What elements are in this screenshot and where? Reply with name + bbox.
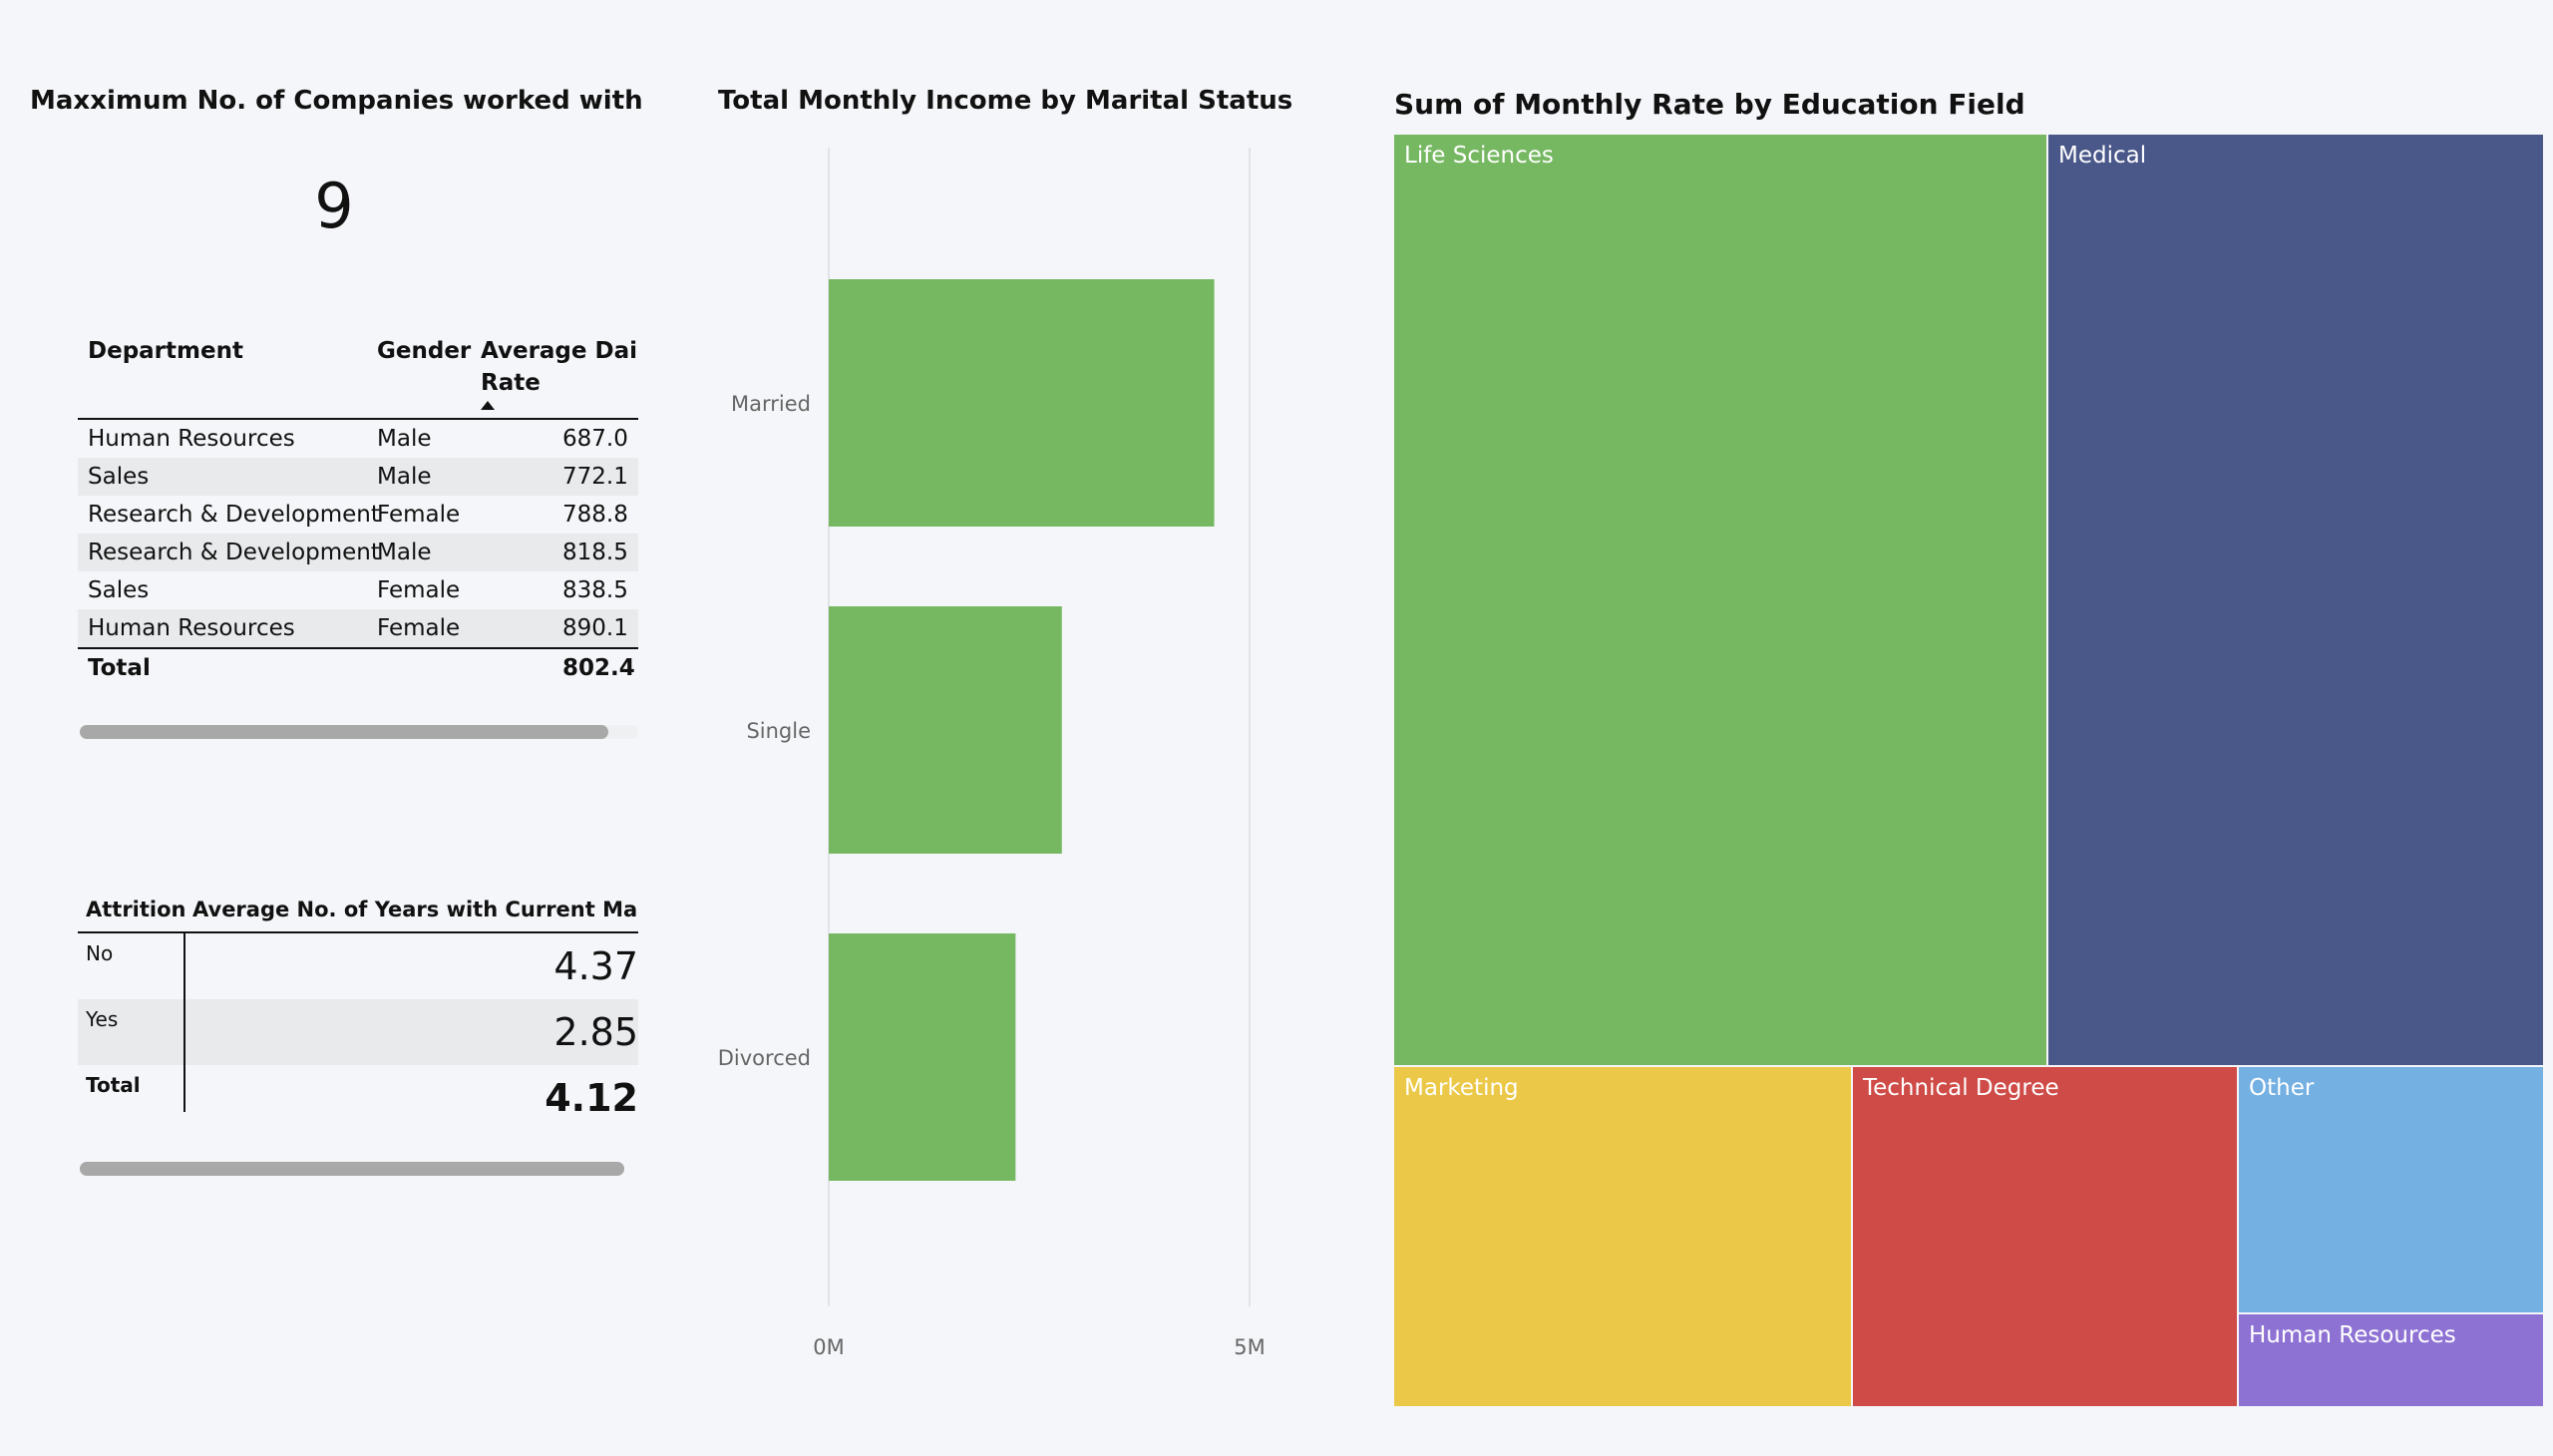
treemap-tile-label: Human Resources xyxy=(2249,1322,2456,1348)
bar-single[interactable] xyxy=(829,606,1062,854)
attrition-table: Attrition Average No. of Years with Curr… xyxy=(78,888,638,1112)
cell-rate: 838.5 xyxy=(562,577,628,603)
cell-rate: 818.5 xyxy=(471,534,638,571)
treemap-tile-marketing[interactable]: Marketing xyxy=(1394,1067,1851,1406)
cell-years: 2.85 xyxy=(184,999,638,1065)
x-tick-label: 0M xyxy=(813,1335,844,1359)
treemap-tile-label: Other xyxy=(2249,1075,2315,1101)
total-value: 4.12 xyxy=(545,1076,638,1112)
scrollbar-thumb[interactable] xyxy=(80,725,608,739)
column-header-years-with-manager[interactable]: Average No. of Years with Current Manage… xyxy=(184,888,638,933)
total-label: Total xyxy=(78,647,367,678)
table-row[interactable]: Yes 2.85 xyxy=(78,999,638,1065)
cell-department: Research & Development xyxy=(78,534,380,571)
treemap-tile-other[interactable]: Other xyxy=(2239,1067,2543,1312)
column-header-attrition[interactable]: Attrition xyxy=(78,888,186,933)
table-total-row: Total 802.4 xyxy=(78,647,638,678)
department-gender-table: Department Gender Average Daily Rate Hum… xyxy=(78,329,638,678)
total-value: 802.4 xyxy=(471,647,638,678)
cell-gender: Male xyxy=(367,458,471,496)
treemap-tile-life-sciences[interactable]: Life Sciences xyxy=(1394,135,2046,1065)
treemap-tile-medical[interactable]: Medical xyxy=(2048,135,2543,1065)
cell-gender: Male xyxy=(367,534,471,571)
cell-gender: Male xyxy=(377,426,432,452)
kpi-title: Maxximum No. of Companies worked with xyxy=(30,86,643,116)
treemap-tile-label: Marketing xyxy=(1404,1075,1519,1101)
treemap-tile-label: Life Sciences xyxy=(1404,143,1554,169)
treemap-title: Sum of Monthly Rate by Education Field xyxy=(1394,88,2025,121)
x-tick-label: 5M xyxy=(1234,1335,1265,1359)
cell-department: Human Resources xyxy=(78,609,367,648)
cell-department: Research & Development xyxy=(88,502,380,528)
cell-department: Sales xyxy=(78,458,367,496)
bar-divorced[interactable] xyxy=(829,933,1016,1181)
horizontal-scrollbar[interactable] xyxy=(80,725,638,739)
cell-attrition: No xyxy=(78,932,185,999)
column-header-rate-line1: Average Daily xyxy=(481,338,638,364)
table-row[interactable]: Human Resources Male 687.0 xyxy=(78,419,638,458)
total-empty xyxy=(367,647,471,678)
cell-gender: Female xyxy=(377,502,461,528)
column-header-gender[interactable]: Gender xyxy=(367,329,471,420)
kpi-value: 9 xyxy=(314,170,354,242)
table-row[interactable]: Research & Development Male 818.5 xyxy=(78,534,638,571)
treemap-tile-technical-degree[interactable]: Technical Degree xyxy=(1853,1067,2237,1406)
scrollbar-thumb[interactable] xyxy=(80,1162,624,1176)
table-row[interactable]: Sales Male 772.1 xyxy=(78,458,638,496)
column-header-average-daily-rate[interactable]: Average Daily Rate xyxy=(471,329,638,420)
cell-gender: Female xyxy=(377,577,461,603)
category-label: Married xyxy=(731,392,811,416)
table-row[interactable]: No 4.37 xyxy=(78,932,638,999)
cell-years: 4.37 xyxy=(553,944,638,988)
cell-rate: 890.1 xyxy=(471,609,638,648)
sort-ascending-icon[interactable] xyxy=(481,401,495,410)
cell-rate: 772.1 xyxy=(471,458,638,496)
table-row[interactable]: Sales Female 838.5 xyxy=(78,571,638,609)
bar-married[interactable] xyxy=(829,279,1215,527)
table-row[interactable]: Human Resources Female 890.1 xyxy=(78,609,638,648)
education-field-treemap: Life Sciences Medical Marketing Technical D… xyxy=(1394,135,2543,1406)
cell-department: Human Resources xyxy=(88,426,295,452)
treemap-tile-human-resources[interactable]: Human Resources xyxy=(2239,1314,2543,1406)
bar-chart-title: Total Monthly Income by Marital Status xyxy=(718,86,1293,116)
treemap-tile-label: Medical xyxy=(2058,143,2147,169)
treemap-tile-label: Technical Degree xyxy=(1863,1075,2059,1101)
cell-rate: 788.8 xyxy=(562,502,628,528)
cell-gender: Female xyxy=(367,609,471,648)
total-label: Total xyxy=(78,1065,185,1112)
table-total-row: Total 4.12 xyxy=(78,1065,638,1112)
cell-attrition: Yes xyxy=(78,999,185,1065)
category-label: Single xyxy=(746,719,811,743)
column-header-department[interactable]: Department xyxy=(78,329,367,420)
marital-status-bar-chart: Married Single Divorced 0M 5M xyxy=(718,148,1266,1359)
cell-rate: 687.0 xyxy=(562,426,628,452)
column-header-rate-line2: Rate xyxy=(481,370,541,396)
table-row[interactable]: Research & Development Female 788.8 xyxy=(78,496,638,534)
cell-department: Sales xyxy=(88,577,150,603)
horizontal-scrollbar[interactable] xyxy=(80,1162,624,1176)
category-label: Divorced xyxy=(718,1046,811,1070)
